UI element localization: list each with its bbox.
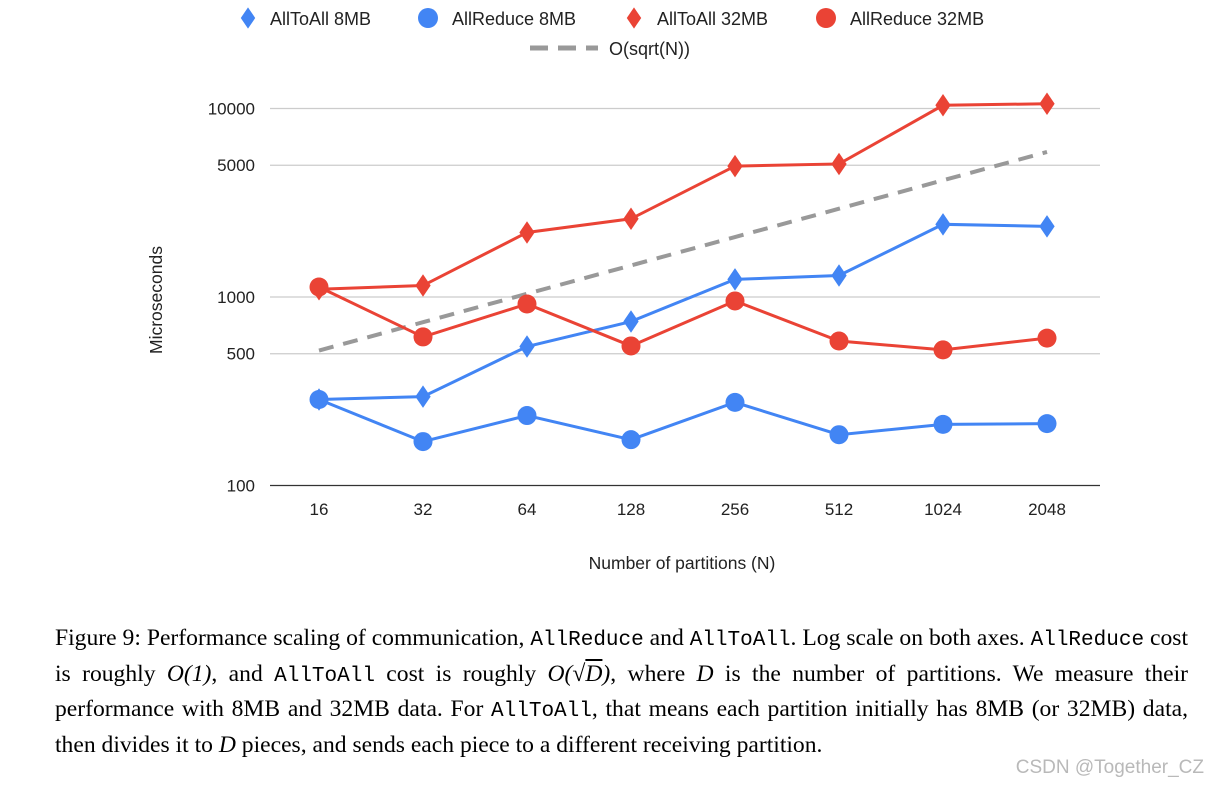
diamond-marker-icon: [626, 7, 642, 29]
legend-item: AllToAll 8MB: [240, 7, 371, 29]
x-axis-label: Number of partitions (N): [589, 553, 776, 573]
series-alltoall-8mb: [311, 213, 1055, 411]
series-line: [318, 398, 1048, 444]
y-tick-label: 10000: [208, 100, 255, 119]
caption-text: and: [643, 625, 690, 651]
x-tick-label: 256: [721, 500, 749, 519]
legend-label: AllToAll 8MB: [270, 9, 371, 29]
caption-text: , where: [610, 660, 697, 687]
data-point: [309, 389, 329, 409]
caption-math: O(√: [547, 660, 586, 687]
data-point: [621, 430, 641, 450]
legend-item: AllToAll 32MB: [626, 7, 768, 29]
y-tick-label: 1000: [217, 288, 255, 307]
x-tick-label: 128: [617, 500, 645, 519]
caption-text: cost is roughly: [374, 660, 548, 687]
series-line: [318, 285, 1048, 352]
caption-code: AllReduce: [530, 629, 644, 652]
data-point: [415, 385, 431, 408]
data-point: [413, 327, 433, 347]
data-point: [725, 392, 745, 412]
series-line: [318, 102, 1048, 291]
x-tick-label: 16: [310, 500, 329, 519]
data-point: [725, 291, 745, 311]
data-point: [831, 264, 847, 287]
data-point: [621, 336, 641, 356]
legend-item: AllReduce 32MB: [816, 8, 984, 29]
data-point: [309, 277, 329, 297]
caption-text: . Log scale on both axes.: [790, 625, 1031, 651]
data-point: [935, 94, 951, 117]
legend-label: AllReduce 32MB: [850, 9, 984, 29]
data-point: [1039, 92, 1055, 115]
series-line: [318, 150, 1048, 353]
caption-math: ): [602, 660, 611, 687]
y-tick-label: 100: [227, 477, 255, 496]
legend-label: AllToAll 32MB: [657, 9, 768, 29]
data-point: [829, 331, 849, 351]
data-point: [517, 294, 537, 314]
caption-text: cost is roughly: [55, 625, 1188, 687]
data-point: [831, 152, 847, 176]
caption-text: , that means each partition initially ha…: [55, 696, 1189, 758]
data-point: [623, 310, 639, 333]
data-point: [415, 274, 431, 297]
data-point: [623, 207, 639, 231]
line-chart: 100 500 1000 5000 10000 16 32 64 128 256 512 1024 20…: [146, 7, 1100, 573]
legend: AllToAll 8MB AllReduce 8MB AllToAll 32MB Al…: [240, 7, 984, 59]
x-tick-label: 32: [414, 500, 433, 519]
data-point: [517, 406, 537, 426]
series-allreduce-32mb: [309, 277, 1057, 360]
watermark: CSDN @Together_CZ: [1015, 757, 1204, 778]
x-tick-label: 64: [518, 500, 537, 519]
data-point: [933, 340, 953, 360]
series-line: [318, 222, 1048, 401]
y-tick-label: 500: [227, 345, 255, 364]
caption-text: is the number of partitions. We measure …: [55, 660, 1189, 723]
caption-text: pieces, and sends each piece to a differ…: [235, 731, 823, 758]
caption-code: AllToAll: [491, 700, 592, 723]
data-point: [935, 213, 951, 236]
caption-code: AllReduce: [1030, 629, 1145, 652]
legend-item: AllReduce 8MB: [418, 8, 576, 29]
data-point: [727, 154, 743, 178]
caption-sq: D: [585, 660, 603, 687]
caption-code: AllToAll: [274, 664, 375, 688]
data-point: [1037, 414, 1057, 434]
legend-label: O(sqrt(N)): [609, 39, 690, 59]
series-o-sqrt-n-: [318, 150, 1048, 353]
caption-code: AllToAll: [689, 629, 791, 652]
data-point: [1037, 328, 1057, 348]
y-tick-label: 5000: [217, 156, 255, 175]
caption-math: D: [696, 660, 714, 687]
figure-caption: Figure 9: Performance scaling of communi…: [55, 622, 1188, 761]
series-alltoall-32mb: [311, 92, 1055, 301]
circle-marker-icon: [418, 8, 438, 28]
data-point: [1039, 215, 1055, 238]
circle-marker-icon: [816, 8, 836, 28]
caption-text: Figure 9: Performance scaling of communi…: [55, 625, 531, 651]
data-point: [727, 268, 743, 291]
legend-item: O(sqrt(N)): [530, 39, 690, 59]
diamond-marker-icon: [240, 7, 256, 29]
x-tick-label: 1024: [924, 500, 962, 519]
data-point: [933, 414, 953, 434]
caption-text: , and: [211, 660, 275, 687]
data-point: [829, 425, 849, 445]
caption-math: D: [218, 731, 236, 758]
x-tick-label: 2048: [1028, 500, 1066, 519]
data-point: [413, 432, 433, 452]
legend-label: AllReduce 8MB: [452, 9, 576, 29]
series-allreduce-8mb: [309, 389, 1057, 452]
data-point: [519, 221, 535, 244]
y-axis-label: Microseconds: [146, 246, 166, 354]
caption-math: O(1): [166, 660, 212, 687]
x-tick-label: 512: [825, 500, 853, 519]
data-point: [519, 335, 535, 358]
